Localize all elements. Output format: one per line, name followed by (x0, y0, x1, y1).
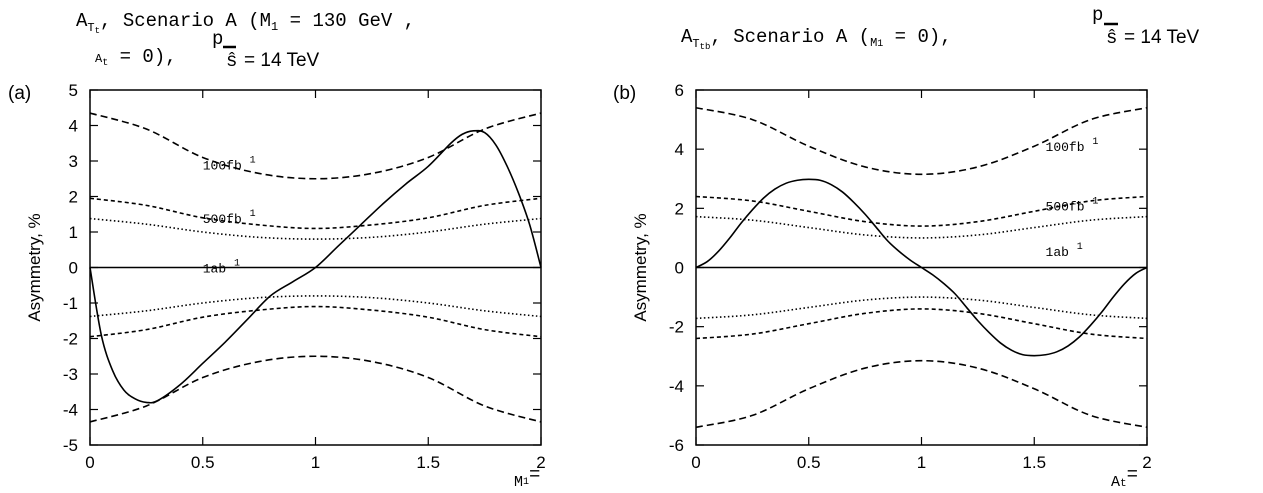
series-line-short-dashed (89, 197, 542, 230)
luminosity-label: 1ab 1 (203, 259, 240, 277)
series-line-dotted (89, 217, 542, 240)
y-tick-label: 4 (69, 117, 78, 136)
y-tick-label: -3 (63, 365, 78, 384)
panel-b-title: ATtb, Scenario A (M1 = 0), p ŝ = 14 TeV (681, 4, 1200, 52)
x-tick-label: 2 (536, 453, 545, 472)
y-tick-label: -4 (669, 377, 684, 396)
y-tick-label: 2 (69, 188, 78, 207)
series-line-short-dashed (695, 195, 1148, 227)
series-line-dashed (89, 112, 542, 180)
y-tick-label: 3 (69, 152, 78, 171)
panel-b-sqrt-p: p (1092, 4, 1103, 26)
x-tick-label: 0.5 (191, 453, 215, 472)
panel-a-title-line1: ATt, Scenario A (M1 = 130 GeV , (76, 10, 415, 36)
y-tick-label: -6 (669, 436, 684, 455)
panel-b-title-line1: ATtb, Scenario A (M1 = 0), (681, 26, 952, 52)
x-tick-label: 1.5 (416, 453, 440, 472)
plot-a: 0 0.5 1 1.5 2 -5 -4 -3 -2 -1 0 1 2 3 4 5 Asymmetry, % 100… (25, 81, 546, 472)
x-tick-label: 0 (691, 453, 700, 472)
y-tick-label: 0 (675, 259, 684, 278)
y-tick-label: 2 (675, 199, 684, 218)
x-tick-label: 1 (311, 453, 320, 472)
series-line-solid (89, 129, 542, 404)
panel-b-xaxis-label: At= (1111, 464, 1138, 491)
series-line-short-dashed (695, 308, 1148, 340)
x-tick-label: 1 (917, 453, 926, 472)
y-tick-label: -4 (63, 401, 78, 420)
y-tick-label: -5 (63, 436, 78, 455)
x-tick-label: 0.5 (797, 453, 821, 472)
panel-a-tag: (a) (8, 83, 31, 104)
luminosity-label: 500fb 1 (1046, 196, 1099, 214)
panel-a-sqrt-p: p (212, 28, 223, 50)
luminosity-label: 100fb 1 (203, 156, 256, 174)
y-tick-label: -2 (63, 330, 78, 349)
y-tick-label: 4 (675, 140, 684, 159)
plot-b: 0 0.5 1 1.5 2 -6 -4 -2 0 2 4 6 Asymmetry, % 100fb 1 50… (631, 81, 1152, 472)
panel-a-title: ATt, Scenario A (M1 = 130 GeV , At = 0),… (76, 10, 415, 72)
panel-a-xaxis-label: M1= (514, 464, 540, 491)
series-line-dashed (695, 106, 1148, 176)
luminosity-label: 100fb 1 (1046, 137, 1099, 155)
panel-b-tag: (b) (613, 83, 636, 104)
y-axis-label: Asymmetry, % (25, 213, 44, 321)
y-tick-label: -2 (669, 318, 684, 337)
y-axis-label: Asymmetry, % (631, 213, 650, 321)
x-tick-label: 2 (1142, 453, 1151, 472)
panel-a-sqrt-s: ŝ (226, 50, 237, 72)
panel-a-energy: = 14 TeV (244, 50, 320, 71)
y-tick-label: 6 (675, 81, 684, 100)
y-tick-label: -1 (63, 294, 78, 313)
y-tick-label: 1 (69, 223, 78, 242)
y-tick-label: 0 (69, 259, 78, 278)
panel-a-title-line2: At = 0), (95, 46, 177, 69)
series-line-dashed (89, 355, 542, 423)
luminosity-label: 1ab 1 (1046, 242, 1083, 260)
series-line-dotted (695, 296, 1148, 320)
x-tick-label: 0 (85, 453, 94, 472)
series-line-dotted (89, 295, 542, 318)
series-line-short-dashed (89, 305, 542, 338)
panel-b-energy: = 14 TeV (1124, 27, 1200, 48)
panel-b-sqrt-s: ŝ (1106, 27, 1117, 49)
y-tick-label: 5 (69, 81, 78, 100)
series-line-dashed (695, 359, 1148, 429)
series-line-dotted (695, 215, 1148, 239)
luminosity-label: 500fb 1 (203, 209, 256, 227)
x-tick-label: 1.5 (1022, 453, 1046, 472)
